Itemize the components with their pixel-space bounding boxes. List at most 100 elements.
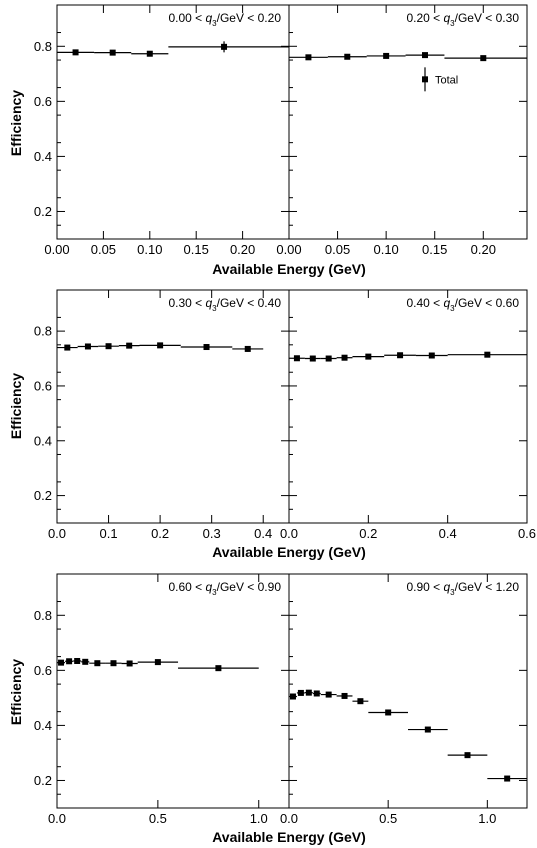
data-point [110,660,117,667]
cut-label: 0.20 < q3/GeV < 0.30 [406,11,519,28]
x-tick-label: 0.4 [439,526,457,541]
plot-frame [56,289,290,524]
data-point [341,354,348,361]
x-tick-label: 0.10 [137,242,162,257]
panel-5: 0.2 0.4 0.6 0.8 0.0 0.5 1.0 0.60 < q3/GeV < 0.9… [34,573,290,826]
cut-label: 0.40 < q3/GeV < 0.60 [406,296,519,313]
x-tick-label: 0.5 [149,811,167,826]
data-point [154,659,161,666]
data-point [74,657,81,664]
row3-ylabel: Efficiency [8,659,24,725]
data-point [215,665,222,672]
x-tick-label: 0.6 [518,526,536,541]
plot-frame [288,573,528,809]
data-point [126,342,133,349]
data-point [109,49,116,56]
row2-ylabel: Efficiency [8,373,24,439]
data-point [94,660,101,667]
panel-2: 0.00 0.05 0.10 0.15 0.20 0.20 < q3/GeV < 0.30… [276,4,528,257]
x-tick-label: 0.1 [100,526,118,541]
plot-frame [288,289,528,524]
row1-xlabel: Available Energy (GeV) [212,261,366,277]
panel-6: 0.0 0.5 1.0 0.90 < q3/GeV < 1.20 [280,573,528,826]
data-point [84,343,91,350]
data-point [66,658,73,665]
data-point [325,691,332,698]
data-point [309,355,316,362]
x-tick-label: 0.00 [276,242,301,257]
row2-xlabel: Available Energy (GeV) [212,544,366,560]
data-point [344,53,351,60]
row3-xlabel: Available Energy (GeV) [212,829,366,845]
x-tick-label: 0.20 [230,242,255,257]
data-point [422,52,428,59]
x-tick-label: 0.00 [44,242,69,257]
panel-1: 0.2 0.4 0.6 0.8 0.00 0.05 0.10 0.15 0.20 0.00 < q… [34,4,290,257]
x-tick-label: 1.0 [478,811,496,826]
data-point [357,698,364,705]
panel-4: 0.0 0.2 0.4 0.6 0.40 < q3/GeV < 0.60 [280,289,536,541]
data-point [297,689,304,696]
plot-frame [56,573,290,809]
data-point [244,345,251,352]
y-tick-label: 0.6 [34,378,52,393]
legend-label: Total [435,74,458,86]
data-point [289,693,296,700]
legend-marker [422,76,428,83]
data-point [221,43,228,50]
x-tick-label: 0.15 [422,242,447,257]
y-tick-label: 0.6 [34,663,52,678]
cut-label: 0.90 < q3/GeV < 1.20 [406,580,519,597]
data-point [58,659,65,666]
data-point [365,353,372,360]
cut-label: 0.60 < q3/GeV < 0.90 [168,580,281,597]
panels-group: 0.2 0.4 0.6 0.8 0.00 0.05 0.10 0.15 0.20 0.00 < q… [34,4,536,826]
y-tick-label: 0.8 [34,39,52,54]
x-tick-label: 0.5 [379,811,397,826]
data-point [325,355,332,362]
data-point [305,689,312,696]
data-point [341,692,348,699]
data-point [105,343,112,350]
data-point [480,55,487,62]
y-tick-label: 0.4 [34,433,52,448]
y-tick-label: 0.2 [34,204,52,219]
data-point [464,752,471,759]
cut-label: 0.30 < q3/GeV < 0.40 [168,296,281,313]
x-tick-label: 0.3 [203,526,221,541]
data-point [385,709,392,716]
data-point [72,49,79,56]
y-tick-label: 0.4 [34,149,52,164]
data-point [126,660,133,667]
x-tick-label: 0.0 [48,526,66,541]
data-point [397,352,404,359]
x-tick-label: 0.20 [471,242,496,257]
y-tick-label: 0.6 [34,94,52,109]
data-point [313,690,320,697]
data-point [428,352,435,359]
x-tick-label: 0.4 [254,526,272,541]
data-point [157,342,164,349]
plot-frame [56,4,290,240]
x-tick-label: 0.0 [48,811,66,826]
y-tick-label: 0.4 [34,718,52,733]
panel-3: 0.2 0.4 0.6 0.8 0.0 0.1 0.2 0.3 0.4 0.30 < q3/GeV… [34,289,290,541]
row1-ylabel: Efficiency [8,90,24,156]
x-tick-label: 0.05 [325,242,350,257]
x-tick-label: 0.0 [280,526,298,541]
data-point [146,50,153,57]
plot-frame [288,4,528,240]
data-point [203,344,210,351]
x-tick-label: 0.05 [91,242,116,257]
x-tick-label: 0.2 [151,526,169,541]
y-tick-label: 0.8 [34,324,52,339]
data-point [64,344,71,351]
x-tick-label: 0.15 [184,242,209,257]
y-tick-label: 0.2 [34,773,52,788]
x-tick-label: 1.0 [250,811,268,826]
x-tick-label: 0.10 [373,242,398,257]
data-point [383,52,390,59]
data-point [305,54,312,61]
y-tick-label: 0.2 [34,488,52,503]
